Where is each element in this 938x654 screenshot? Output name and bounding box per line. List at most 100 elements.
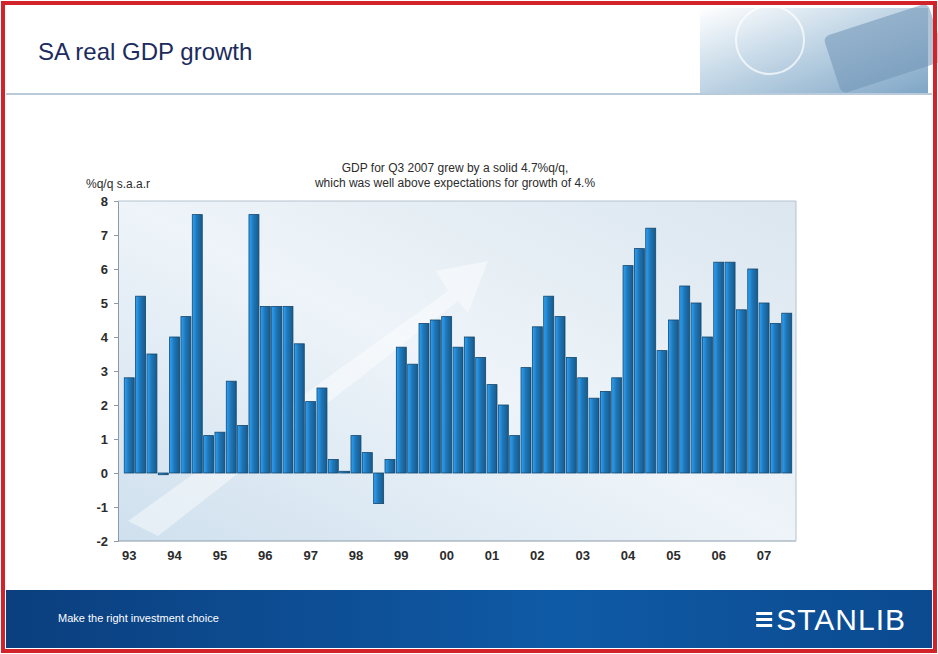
bar	[249, 215, 259, 473]
header-band	[6, 6, 932, 94]
bar	[566, 357, 576, 473]
y-tick: 1	[101, 432, 118, 447]
y-tick-mark	[114, 473, 118, 474]
bar	[521, 368, 531, 473]
bar	[476, 357, 486, 473]
x-tick: 94	[167, 548, 182, 563]
logo-stripe	[756, 612, 772, 615]
y-tick-label: 2	[101, 398, 108, 413]
y-tick-mark	[114, 303, 118, 304]
y-tick-mark	[114, 371, 118, 372]
x-axis-line	[118, 541, 796, 542]
slide-border	[3, 3, 935, 651]
x-tick-label: 93	[122, 548, 136, 563]
bar	[340, 471, 350, 473]
x-tick-label: 07	[757, 548, 771, 563]
x-tick: 06	[711, 548, 725, 563]
bar	[272, 306, 282, 473]
x-tick-label: 05	[666, 548, 680, 563]
x-tick: 04	[621, 548, 636, 563]
logo-stripes	[756, 612, 772, 627]
x-tick-label: 99	[394, 548, 408, 563]
logo-stripe	[756, 624, 772, 627]
bar	[419, 323, 429, 473]
slide-svg: SA real GDP growthGDP for Q3 2007 grew b…	[0, 0, 938, 654]
x-tick: 05	[666, 548, 680, 563]
y-tick-mark	[114, 439, 118, 440]
bar	[544, 296, 554, 473]
bar	[634, 249, 644, 473]
y-tick-label: -1	[96, 500, 108, 515]
plot-background	[118, 201, 796, 541]
y-tick: 5	[101, 296, 118, 311]
x-tick: 02	[530, 548, 544, 563]
bar	[385, 459, 395, 473]
bar	[124, 378, 134, 473]
y-tick-label: 1	[101, 432, 108, 447]
x-tick-label: 04	[621, 548, 636, 563]
x-tick: 01	[485, 548, 499, 563]
bar	[158, 473, 168, 475]
bar	[612, 378, 622, 473]
bar	[555, 317, 565, 473]
bar	[646, 228, 656, 473]
bar	[748, 269, 758, 473]
bar	[691, 303, 701, 473]
footer-band	[6, 590, 932, 648]
bar	[430, 320, 440, 473]
bar	[714, 262, 724, 473]
bar	[408, 364, 418, 473]
subtitle-line: which was well above expectations for gr…	[314, 176, 595, 190]
bar	[238, 425, 248, 473]
y-axis-line	[114, 202, 119, 542]
x-tick: 00	[439, 548, 453, 563]
bar	[192, 215, 202, 473]
subtitle: GDP for Q3 2007 grew by a solid 4.7%q/q,…	[314, 161, 595, 190]
x-tick: 93	[122, 548, 136, 563]
slide: SA real GDP growthGDP for Q3 2007 grew b…	[0, 0, 938, 654]
x-tick-label: 95	[213, 548, 227, 563]
bar	[306, 402, 316, 473]
bar	[351, 436, 361, 473]
x-tick: 97	[303, 548, 317, 563]
y-tick: 3	[101, 364, 118, 379]
x-tick: 95	[213, 548, 227, 563]
x-tick-label: 96	[258, 548, 272, 563]
x-tick: 03	[575, 548, 589, 563]
bar	[283, 306, 293, 473]
y-tick: 7	[101, 228, 118, 243]
y-tick-mark	[114, 201, 118, 202]
bar	[759, 303, 769, 473]
y-tick: -1	[96, 500, 118, 515]
bar	[532, 327, 542, 473]
y-tick-label: 0	[101, 466, 108, 481]
x-tick: 07	[757, 548, 771, 563]
y-tick-label: 4	[101, 330, 109, 345]
bar	[782, 313, 792, 473]
header-image-dial	[736, 6, 804, 74]
y-tick-label: 3	[101, 364, 108, 379]
bar	[396, 347, 406, 473]
x-tick-label: 06	[711, 548, 725, 563]
subtitle-line: GDP for Q3 2007 grew by a solid 4.7%q/q,	[342, 161, 569, 175]
y-tick: -2	[96, 534, 118, 549]
bar	[260, 306, 270, 473]
y-tick-mark	[114, 337, 118, 338]
bar	[147, 354, 157, 473]
y-tick-mark	[114, 235, 118, 236]
bar	[680, 286, 690, 473]
bar	[170, 337, 180, 473]
footer-tagline: Make the right investment choice	[58, 612, 219, 624]
background	[0, 0, 938, 654]
plot-decoration	[128, 261, 488, 536]
bar	[181, 317, 191, 473]
bar	[453, 347, 463, 473]
bar	[668, 320, 678, 473]
bar	[600, 391, 610, 473]
x-tick-label: 94	[167, 548, 182, 563]
bar	[204, 436, 214, 473]
bar	[328, 459, 338, 473]
plot-frame	[118, 201, 796, 541]
bar	[294, 344, 304, 473]
y-tick: 2	[101, 398, 118, 413]
